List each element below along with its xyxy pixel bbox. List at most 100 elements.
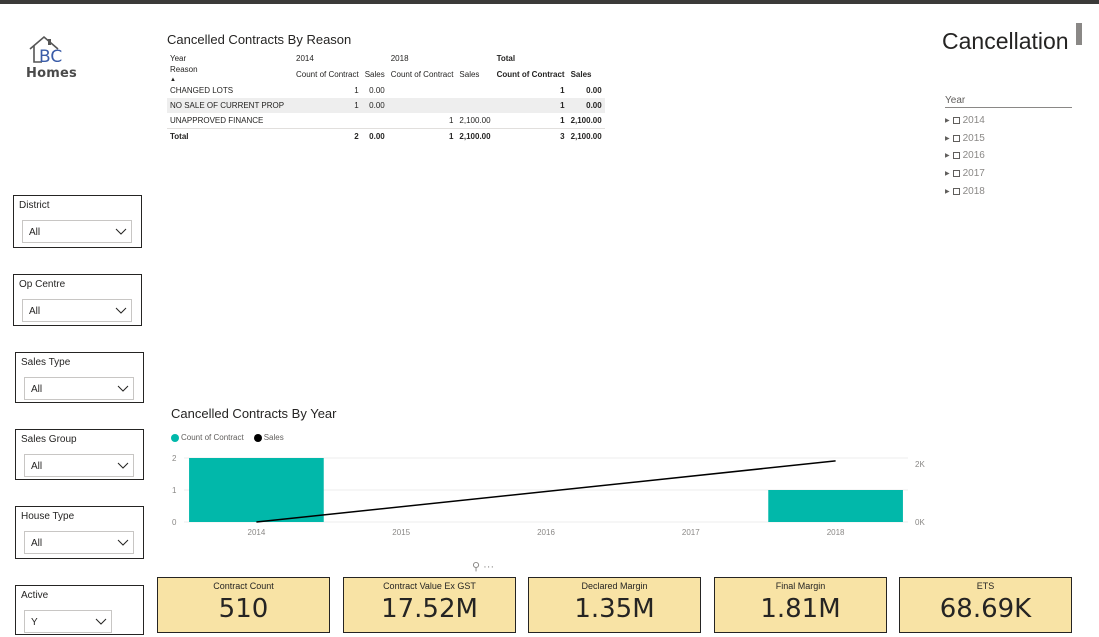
sales-type-dropdown[interactable]: All xyxy=(24,377,134,400)
year-item[interactable]: ▶ 2015 xyxy=(945,130,985,148)
logo-letters: BC xyxy=(39,47,62,64)
sales-group-dropdown[interactable]: All xyxy=(24,454,134,477)
checkbox[interactable] xyxy=(952,187,960,195)
slicer-label: Op Centre xyxy=(19,279,66,290)
slicer-label: Sales Type xyxy=(21,357,71,368)
expand-arrow-icon[interactable]: ▶ xyxy=(945,135,950,142)
legend-item-sales[interactable]: Sales xyxy=(253,433,284,442)
card-title: ETS xyxy=(976,581,995,591)
cell-sales-2014: 0.00 xyxy=(361,98,388,113)
table-header-row: Year 2014 2018 Total xyxy=(167,52,605,65)
district-slicer[interactable]: District All xyxy=(13,195,142,248)
card-declared-margin: Declared Margin 1.35M xyxy=(528,577,701,633)
y-left-tick-label: 1 xyxy=(172,486,177,495)
header-sales-total[interactable]: Sales xyxy=(570,69,592,79)
expand-arrow-icon[interactable]: ▶ xyxy=(945,171,950,178)
table-row[interactable]: NO SALE OF CURRENT PROP 1 0.00 1 0.00 xyxy=(167,98,605,113)
x-tick-label: 2017 xyxy=(682,528,700,537)
card-title: Final Margin xyxy=(775,581,826,591)
house-type-dropdown[interactable]: All xyxy=(24,531,134,554)
slicer-label: District xyxy=(19,200,50,211)
pin-icon[interactable]: ⚲ xyxy=(472,561,481,573)
line-sales xyxy=(256,460,836,523)
card-contract-value: Contract Value Ex GST 17.52M xyxy=(343,577,516,633)
legend-item-count[interactable]: Count of Contract xyxy=(171,433,244,442)
active-dropdown[interactable]: Y xyxy=(24,610,112,633)
header-2018[interactable]: 2018 xyxy=(390,54,409,63)
table-row[interactable]: UNAPPROVED FINANCE 1 2,100.00 1 2,100.00 xyxy=(167,113,605,129)
active-slicer[interactable]: Active Y xyxy=(15,585,144,635)
cell-count-2018 xyxy=(388,83,457,98)
expand-arrow-icon[interactable]: ▶ xyxy=(945,153,950,160)
reason-table-title: Cancelled Contracts By Reason xyxy=(167,32,352,47)
chevron-down-icon xyxy=(115,228,127,235)
slicer-label: Sales Group xyxy=(21,434,77,445)
cell-sales-total: 2,100.00 xyxy=(570,116,602,125)
year-item[interactable]: ▶ 2014 xyxy=(945,112,985,130)
x-tick-label: 2018 xyxy=(827,528,845,537)
year-item-label: 2015 xyxy=(962,132,985,144)
cell-count-total: 1 xyxy=(493,98,568,113)
cell-sales-total: 0.00 xyxy=(586,86,602,95)
sales-type-slicer[interactable]: Sales Type All xyxy=(15,352,144,403)
year-item[interactable]: ▶ 2016 xyxy=(945,147,985,165)
cell-count-2014: 2 xyxy=(293,128,362,144)
cell-sales-2018 xyxy=(456,83,493,98)
chevron-down-icon xyxy=(117,385,129,392)
dropdown-value: All xyxy=(31,538,43,549)
header-reason[interactable]: Reason ▲ xyxy=(170,65,198,83)
cell-count-2018: 1 xyxy=(387,128,457,144)
chevron-down-icon xyxy=(117,539,129,546)
district-dropdown[interactable]: All xyxy=(22,220,132,243)
house-logo-icon: BC xyxy=(29,35,62,64)
more-options-icon[interactable]: ··· xyxy=(483,561,495,573)
cell-count-total: 3 xyxy=(493,128,568,144)
cell-reason: UNAPPROVED FINANCE xyxy=(170,116,264,125)
logo-word: Homes xyxy=(26,66,77,81)
year-combo-chart[interactable]: 0 1 2 0K 2K 2014 2015 2016 2017 2018 xyxy=(160,448,940,543)
sales-group-slicer[interactable]: Sales Group All xyxy=(15,429,144,480)
header-count-2014[interactable]: Count of Contract xyxy=(296,69,359,79)
dropdown-value: All xyxy=(29,227,41,238)
chevron-down-icon xyxy=(115,307,127,314)
card-final-margin: Final Margin 1.81M xyxy=(714,577,887,633)
slicer-label: Active xyxy=(21,590,49,601)
header-sales-2014[interactable]: Sales xyxy=(364,69,385,79)
year-item[interactable]: ▶ 2018 xyxy=(945,182,985,200)
table-header-row: Reason ▲ Count of Contract Sales Count of… xyxy=(167,65,605,83)
y-left-tick-label: 2 xyxy=(172,454,177,463)
year-item[interactable]: ▶ 2017 xyxy=(945,165,985,183)
checkbox[interactable] xyxy=(952,117,960,125)
header-count-2018[interactable]: Count of Contract xyxy=(390,69,454,79)
header-year: Year xyxy=(170,54,187,63)
checkbox[interactable] xyxy=(952,170,960,178)
checkbox[interactable] xyxy=(952,134,960,142)
scrollbar-thumb[interactable] xyxy=(1076,23,1082,45)
year-slicer-header: Year xyxy=(945,95,1072,108)
expand-arrow-icon[interactable]: ▶ xyxy=(945,118,950,125)
header-sales-2018[interactable]: Sales xyxy=(459,69,480,79)
op-centre-dropdown[interactable]: All xyxy=(22,299,132,322)
cell-sales-2014: 0.00 xyxy=(361,128,388,144)
header-count-total[interactable]: Count of Contract xyxy=(496,69,565,79)
cell-count-2018: 1 xyxy=(448,116,454,125)
header-2014[interactable]: 2014 xyxy=(296,54,314,63)
table-row[interactable]: CHANGED LOTS 1 0.00 1 0.00 xyxy=(167,83,605,98)
year-item-label: 2016 xyxy=(962,150,985,162)
house-type-slicer[interactable]: House Type All xyxy=(15,506,144,559)
legend-label: Count of Contract xyxy=(181,433,244,442)
slicer-label: House Type xyxy=(21,511,75,522)
y-right-tick-label: 0K xyxy=(915,518,925,527)
company-logo: BC Homes xyxy=(24,34,84,84)
x-tick-label: 2015 xyxy=(392,528,410,537)
checkbox[interactable] xyxy=(952,152,960,160)
op-centre-slicer[interactable]: Op Centre All xyxy=(13,274,142,326)
cell-total-label: Total xyxy=(167,128,293,144)
expand-arrow-icon[interactable]: ▶ xyxy=(945,188,950,195)
cell-count-total: 1 xyxy=(560,116,565,125)
cell-reason: NO SALE OF CURRENT PROP xyxy=(167,98,293,113)
card-value: 1.81M xyxy=(760,594,841,624)
x-tick-label: 2014 xyxy=(248,528,266,537)
card-title: Contract Count xyxy=(213,581,274,591)
cell-sales-2018: 2,100.00 xyxy=(456,128,494,144)
